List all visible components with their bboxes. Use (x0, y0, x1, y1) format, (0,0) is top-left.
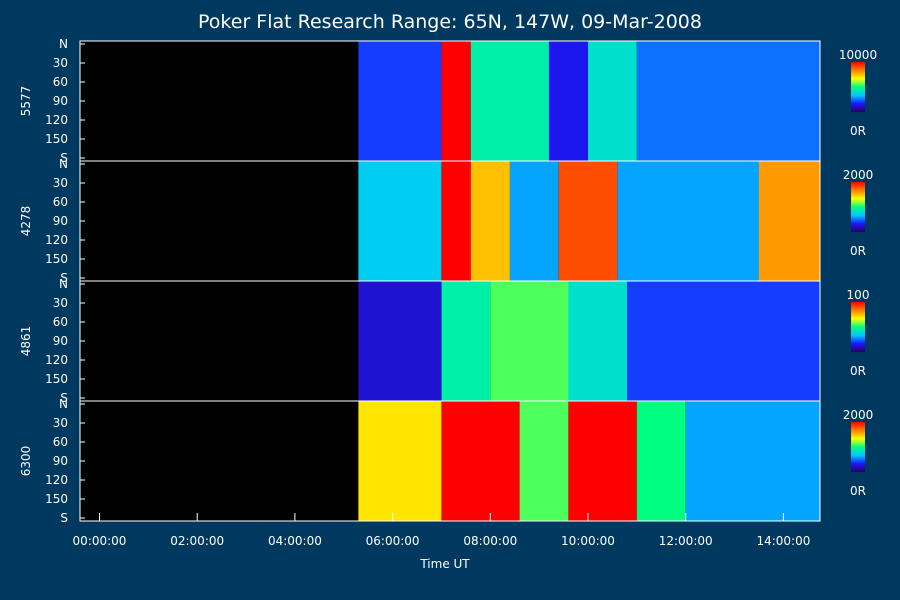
panel-6300: N 30 60 90 120 150 S 6300 2000 0R (19, 397, 873, 525)
y-tick-label: 150 (45, 492, 68, 506)
colorbar-max-label: 10000 (839, 48, 877, 62)
y-tick-label: 120 (45, 473, 68, 487)
y-tick-label: S (60, 511, 68, 525)
y-tick-label: S (60, 391, 68, 405)
intensity-block (470, 41, 549, 161)
y-tick-label: 120 (45, 353, 68, 367)
x-tick-label: 00:00:00 (73, 534, 127, 548)
y-tick-label: 30 (53, 56, 68, 70)
y-tick-label: N (59, 277, 68, 291)
intensity-block (758, 161, 820, 281)
colorbar-min-label: 0R (850, 364, 866, 378)
intensity-block (568, 281, 627, 401)
intensity-block (358, 161, 442, 281)
y-tick-label: 90 (53, 454, 68, 468)
panel-4861: N 30 60 90 120 150 S 4861 100 0R (19, 277, 869, 405)
x-tick-label: 06:00:00 (366, 534, 420, 548)
y-tick-label: 150 (45, 132, 68, 146)
intensity-block (358, 401, 442, 521)
intensity-block (636, 41, 820, 161)
colorbar (851, 182, 865, 232)
x-tick-label: 10:00:00 (561, 534, 615, 548)
keogram-panels: N 30 60 90 120 150 S 5577 10000 0R N 30 60 90 120 150 S 4… (19, 37, 877, 525)
y-tick-label: N (59, 37, 68, 51)
colorbar (851, 302, 865, 352)
intensity-block (617, 161, 759, 281)
x-tick-label: 08:00:00 (463, 534, 517, 548)
x-tick-label: 04:00:00 (268, 534, 322, 548)
intensity-block (470, 161, 510, 281)
intensity-block (441, 401, 520, 521)
intensity-block (509, 161, 559, 281)
intensity-block (441, 41, 471, 161)
panel-label: 5577 (19, 86, 33, 117)
colorbar-max-label: 2000 (843, 408, 874, 422)
y-tick-label: 90 (53, 334, 68, 348)
panel-4278: N 30 60 90 120 150 S 4278 2000 0R (19, 157, 873, 285)
panel-label: 6300 (19, 446, 33, 477)
colorbar-min-label: 0R (850, 124, 866, 138)
intensity-block (636, 401, 686, 521)
chart-title: Poker Flat Research Range: 65N, 147W, 09… (198, 11, 702, 33)
colorbar-max-label: 2000 (843, 168, 874, 182)
x-tick-label: 02:00:00 (170, 534, 224, 548)
y-tick-label: 60 (53, 315, 68, 329)
colorbar-max-label: 100 (847, 288, 870, 302)
intensity-block (358, 281, 442, 401)
y-tick-label: S (60, 151, 68, 165)
intensity-block (568, 401, 637, 521)
x-axis: 00:00:00 02:00:00 04:00:00 06:00:00 08:00:00… (73, 513, 810, 548)
colorbar-min-label: 0R (850, 484, 866, 498)
intensity-block (548, 41, 588, 161)
colorbar (851, 62, 865, 112)
intensity-block (358, 41, 442, 161)
y-tick-label: 30 (53, 416, 68, 430)
intensity-block (441, 281, 491, 401)
intensity-block (519, 401, 569, 521)
colorbar (851, 422, 865, 472)
intensity-block (490, 281, 569, 401)
intensity-block (588, 41, 637, 161)
colorbar-min-label: 0R (850, 244, 866, 258)
y-tick-label: 60 (53, 435, 68, 449)
panel-label: 4278 (19, 206, 33, 237)
x-axis-label: Time UT (419, 557, 470, 571)
panel-label: 4861 (19, 326, 33, 357)
panel-5577: N 30 60 90 120 150 S 5577 10000 0R (19, 37, 877, 165)
y-tick-label: 30 (53, 296, 68, 310)
y-tick-label: 60 (53, 75, 68, 89)
intensity-block (685, 401, 820, 521)
y-tick-label: 150 (45, 372, 68, 386)
x-tick-label: 14:00:00 (756, 534, 810, 548)
y-tick-label: 120 (45, 113, 68, 127)
y-tick-label: N (59, 157, 68, 171)
y-tick-label: N (59, 397, 68, 411)
x-tick-label: 12:00:00 (659, 534, 713, 548)
y-tick-label: 60 (53, 195, 68, 209)
intensity-block (627, 281, 820, 401)
intensity-block (558, 161, 618, 281)
intensity-block (441, 161, 471, 281)
y-tick-label: 120 (45, 233, 68, 247)
y-tick-label: 30 (53, 176, 68, 190)
y-tick-label: 90 (53, 94, 68, 108)
y-tick-label: 90 (53, 214, 68, 228)
y-tick-label: 150 (45, 252, 68, 266)
y-tick-label: S (60, 271, 68, 285)
